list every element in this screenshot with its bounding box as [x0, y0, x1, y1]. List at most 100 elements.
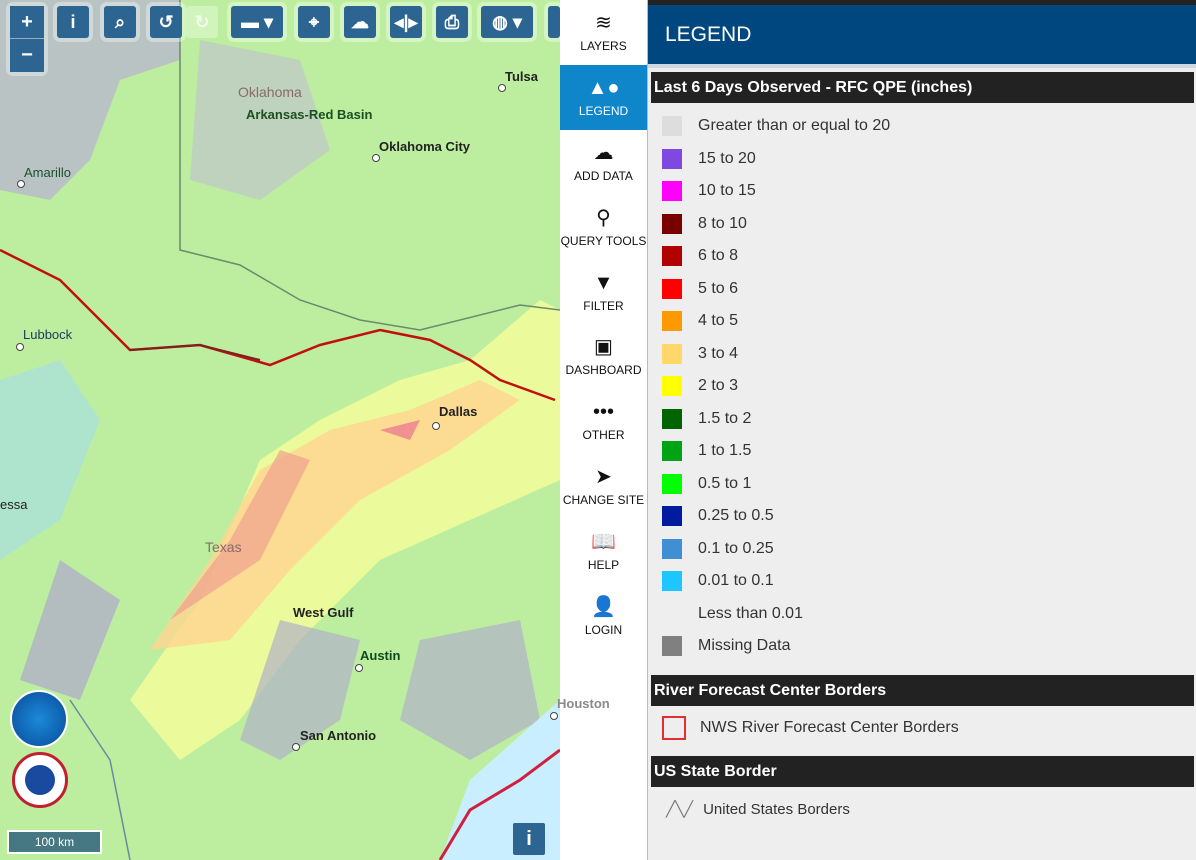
legend-item-label: 6 to 8 — [698, 247, 739, 265]
weather-button[interactable]: ☁ — [344, 6, 376, 38]
legend-item-label: 0.01 to 0.1 — [698, 572, 774, 590]
sidebar-item-query-tools[interactable]: ⚲ QUERY TOOLS — [560, 206, 647, 248]
legend-item: 8 to 10 — [648, 208, 1196, 241]
map-pin-icon: ⚲ — [596, 206, 611, 229]
map-info-button[interactable]: i — [513, 823, 545, 855]
layers-icon: ≋ — [595, 12, 612, 35]
legend-item-label: 3 to 4 — [698, 344, 739, 362]
legend-item-label: 10 to 15 — [698, 182, 756, 200]
location-arrow-icon: ➤ — [595, 465, 612, 488]
color-swatch — [662, 181, 682, 202]
color-swatch — [662, 538, 682, 559]
ellipsis-icon: ••• — [592, 401, 614, 424]
redo-button[interactable]: ↻ — [186, 6, 218, 38]
legend-item-label: 2 to 3 — [698, 377, 739, 395]
city-label: essa — [0, 497, 28, 512]
legend-item-label: 0.25 to 0.5 — [698, 507, 774, 525]
undo-button[interactable]: ↺ — [150, 6, 182, 38]
shapes-icon: ▲● — [587, 77, 620, 100]
sidebar-item-layers[interactable]: ≋ LAYERS — [580, 12, 627, 54]
region-label: Oklahoma — [238, 84, 302, 100]
legend-item: Missing Data — [648, 630, 1196, 663]
sidebar-item-change-site[interactable]: ➤ CHANGE SITE — [562, 465, 645, 507]
sidebar-item-other[interactable]: ••• OTHER — [582, 401, 625, 443]
legend-item: 2 to 3 — [648, 370, 1196, 403]
legend-item-label: 4 to 5 — [698, 312, 739, 330]
legend-item: 0.25 to 0.5 — [648, 500, 1196, 533]
city-label: Amarillo — [24, 165, 71, 180]
legend-item: Less than 0.01 — [648, 598, 1196, 631]
sidebar-item-login[interactable]: 👤 LOGIN — [584, 595, 623, 637]
legend-item: 3 to 4 — [648, 338, 1196, 371]
legend-item-label: Missing Data — [698, 637, 791, 655]
region-label: Texas — [205, 539, 242, 555]
city-label: Oklahoma City — [379, 139, 471, 154]
city-label: Houston — [557, 696, 610, 711]
color-swatch — [662, 604, 682, 624]
map[interactable]: + − i ⌕ ↺ ↻ ▬ ▾ ⌖ ☁ ◂|▸ ⎙ ◍ ▾ Oklahoma T… — [0, 0, 560, 860]
info-icon: i — [70, 11, 76, 32]
legend-item: 0.5 to 1 — [648, 468, 1196, 501]
legend-item: 1 to 1.5 — [648, 435, 1196, 468]
globe-icon: ◍ ▾ — [492, 11, 522, 32]
zoom-out-button[interactable]: − — [10, 39, 44, 72]
legend-item-label: 15 to 20 — [698, 149, 756, 167]
dashboard-icon: ▣ — [594, 336, 613, 359]
expand-button[interactable] — [548, 6, 560, 38]
basin-label: Arkansas-Red Basin — [246, 107, 373, 122]
legend-item: Greater than or equal to 20 — [648, 110, 1196, 143]
color-swatch — [662, 441, 682, 462]
color-swatch — [662, 408, 682, 429]
legend-item-label: 0.5 to 1 — [698, 474, 752, 492]
print-button[interactable]: ⎙ — [436, 6, 468, 38]
color-swatch — [662, 376, 682, 397]
color-swatch — [662, 636, 682, 657]
swipe-button[interactable]: ◂|▸ — [390, 6, 422, 38]
city-label: Austin — [360, 648, 401, 663]
sidebar-item-add-data[interactable]: ☁ ADD DATA — [574, 141, 633, 183]
legend-item: 0.1 to 0.25 — [648, 533, 1196, 566]
print-icon: ⎙ — [444, 11, 460, 32]
sidebar: ≋ LAYERS ▲● LEGEND ☁ ADD DATA ⚲ QUERY TOOLS … — [560, 0, 648, 860]
locate-icon: ⌖ — [308, 11, 320, 32]
legend-item: ╱╲╱ United States Borders — [666, 800, 850, 819]
city-label: Tulsa — [505, 69, 538, 84]
filter-icon: ▼ — [593, 271, 614, 294]
legend-item: 15 to 20 — [648, 143, 1196, 176]
legend-section-header: US State Border — [651, 756, 1194, 787]
legend-item-label: 1 to 1.5 — [698, 442, 752, 460]
ruler-icon: ▬ ▾ — [240, 11, 274, 32]
legend-title: LEGEND — [648, 5, 1196, 68]
legend-item-label: 5 to 6 — [698, 279, 739, 297]
legend-item-label: Less than 0.01 — [698, 604, 803, 622]
legend-item: 6 to 8 — [648, 240, 1196, 273]
locate-button[interactable]: ⌖ — [298, 6, 330, 38]
legend-item: 5 to 6 — [648, 273, 1196, 306]
rfc-border-swatch — [662, 715, 686, 740]
sidebar-item-dashboard[interactable]: ▣ DASHBOARD — [565, 336, 642, 378]
user-icon: 👤 — [591, 595, 616, 618]
legend-item-label: 0.1 to 0.25 — [698, 539, 774, 557]
zoom-control: + − — [10, 6, 44, 72]
basin-label: West Gulf — [293, 605, 354, 620]
sidebar-item-help[interactable]: 📖 HELP — [587, 530, 620, 572]
zoom-in-button[interactable]: + — [10, 6, 44, 39]
legend-item: NWS River Forecast Center Borders — [648, 712, 1196, 745]
nws-logo — [12, 752, 68, 808]
color-swatch — [662, 311, 682, 332]
measure-dropdown[interactable]: ▬ ▾ — [231, 6, 283, 38]
color-swatch — [662, 213, 682, 234]
legend-item: 0.01 to 0.1 — [648, 565, 1196, 598]
color-swatch — [662, 343, 682, 364]
redo-icon: ↻ — [194, 11, 210, 32]
weather-icon: ☁ — [351, 11, 369, 32]
sidebar-item-legend[interactable]: ▲● LEGEND — [560, 64, 647, 130]
sidebar-item-filter[interactable]: ▼ FILTER — [583, 271, 624, 313]
zoom-search-button[interactable]: ⌕ — [104, 6, 136, 38]
basemap-dropdown[interactable]: ◍ ▾ — [481, 6, 533, 38]
legend-section-header: Last 6 Days Observed - RFC QPE (inches) — [651, 72, 1194, 103]
legend-item-label: Greater than or equal to 20 — [698, 117, 891, 135]
legend-item: 1.5 to 2 — [648, 403, 1196, 436]
info-button[interactable]: i — [57, 6, 89, 38]
cloud-upload-icon: ☁ — [593, 141, 614, 164]
